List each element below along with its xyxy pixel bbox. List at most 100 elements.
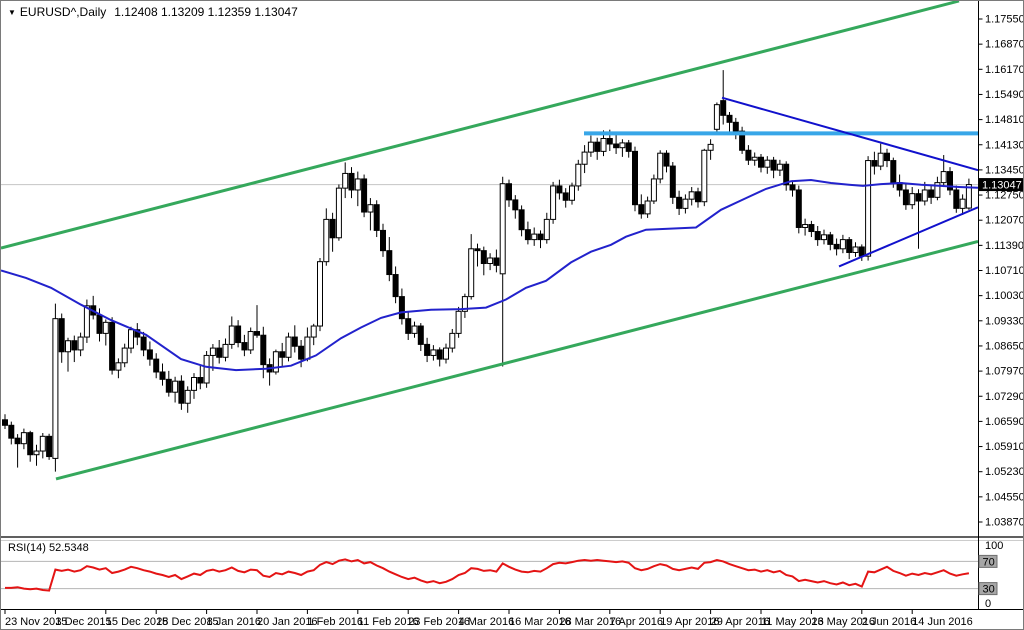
bull-candle-body	[688, 191, 695, 200]
bear-candle-body	[789, 184, 796, 191]
current-price-badge: 1.13047	[979, 178, 1023, 192]
bull-candle-body	[354, 178, 361, 191]
bear-candle-body	[480, 250, 487, 265]
bull-candle-body	[821, 234, 827, 241]
time-axis-label: 3 Dec 2015	[55, 616, 111, 628]
bull-candle-body	[839, 239, 846, 250]
current-price-badge-text: 1.13047	[982, 180, 1022, 192]
bear-candle-body	[165, 378, 172, 393]
rsi-level-badge	[978, 554, 998, 568]
price-axis-label: 1.03870	[985, 517, 1024, 529]
bear-candle-body	[279, 351, 286, 358]
bear-candle-body	[808, 224, 815, 233]
bull-candle-body	[802, 224, 809, 228]
bull-candle-body	[121, 347, 128, 364]
bear-candle-body	[833, 243, 840, 250]
bull-candle-body	[285, 336, 292, 358]
time-axis-label: 2 Jun 2016	[862, 616, 916, 628]
main-chart-area[interactable]	[1, 1, 979, 481]
bull-candle-body	[39, 435, 46, 452]
bull-candle-body	[83, 305, 90, 338]
bear-candle-body	[58, 318, 65, 353]
bear-candle-body	[254, 331, 260, 336]
bear-candle-body	[109, 321, 116, 371]
bull-candle-body	[959, 198, 966, 209]
symbol-name: EURUSD^,Daily	[19, 5, 107, 19]
time-axis-label: 28 Dec 2015	[156, 616, 218, 628]
channel-lower-line[interactable]	[55, 239, 978, 481]
bull-candle-body	[455, 310, 462, 334]
bear-candle-body	[795, 189, 802, 228]
time-axis-label: 8 Jan 2016	[207, 616, 261, 628]
bear-candle-body	[197, 376, 204, 384]
moving-average-line	[1, 178, 978, 372]
bear-candle-body	[953, 189, 960, 209]
bear-candle-body	[726, 114, 733, 123]
bear-candle-body	[676, 196, 683, 209]
bull-candle-body	[228, 325, 235, 345]
bull-candle-body	[310, 325, 317, 338]
bear-candle-body	[695, 191, 701, 203]
bear-candle-body	[392, 274, 399, 298]
time-axis-label: 1 Feb 2016	[307, 616, 363, 628]
bear-candle-body	[562, 192, 569, 201]
bear-candle-body	[14, 437, 21, 445]
rsi-name: RSI(14)	[8, 542, 46, 554]
descending-trendline[interactable]	[721, 96, 978, 172]
bear-candle-body	[178, 380, 185, 404]
price-axis: 1.17550 1.16870 1.16170 1.15490 1.14810 1.141…	[978, 14, 1024, 529]
time-axis-label: 23 Feb 2016	[408, 616, 470, 628]
bull-candle-body	[222, 343, 229, 358]
rsi-scale-bottom: 0	[985, 598, 991, 610]
bear-candle-body	[380, 229, 386, 252]
bear-candle-body	[260, 334, 267, 366]
rsi-chart-area[interactable]	[1, 558, 979, 592]
bear-candle-body	[846, 239, 853, 253]
time-axis-label: 14 Jun 2016	[912, 616, 973, 628]
ascending-trendline[interactable]	[838, 206, 978, 268]
bear-candle-body	[241, 342, 248, 351]
bull-candle-body	[209, 347, 216, 356]
bull-candle-body	[487, 257, 494, 265]
time-axis-label: 28 Mar 2016	[559, 616, 621, 628]
bear-candle-body	[436, 349, 443, 360]
bear-candle-body	[235, 325, 242, 344]
time-axis-label: 11 May 2016	[761, 616, 824, 628]
symbol-header: ▼ EURUSD^,Daily 1.12408 1.13209 1.12359 1.…	[8, 5, 298, 19]
bull-candle-body	[33, 450, 40, 456]
bull-candle-body	[191, 376, 197, 391]
bear-candle-body	[291, 336, 298, 347]
bear-candle-body	[493, 257, 500, 266]
time-axis-label: 23 Nov 2015	[5, 616, 67, 628]
bull-candle-body	[701, 149, 708, 203]
price-axis-label: 1.07290	[985, 391, 1024, 403]
bear-candle-body	[814, 231, 821, 241]
bear-candle-body	[216, 347, 223, 358]
bull-candle-body	[934, 182, 941, 198]
bull-candle-body	[877, 152, 884, 167]
price-axis-label: 1.10030	[985, 290, 1024, 302]
bull-candle-body	[115, 362, 122, 371]
bear-candle-body	[758, 156, 764, 168]
bear-candle-body	[386, 250, 393, 276]
bear-candle-body	[398, 296, 405, 320]
bull-candle-body	[128, 329, 134, 349]
bull-candle-body	[776, 163, 783, 171]
bull-candle-body	[619, 142, 626, 149]
bear-candle-body	[159, 371, 166, 380]
bear-candle-body	[96, 314, 103, 334]
bear-candle-body	[594, 141, 601, 152]
bull-candle-body	[304, 336, 311, 360]
bear-candle-body	[474, 248, 481, 252]
price-axis-label: 1.17550	[985, 14, 1024, 26]
bull-candle-body	[550, 185, 557, 220]
collapse-icon[interactable]: ▼	[8, 8, 16, 17]
bull-candle-body	[335, 187, 342, 239]
channel-upper-line[interactable]	[1, 1, 960, 250]
bull-candle-body	[443, 347, 449, 360]
bear-candle-body	[2, 419, 8, 426]
bull-candle-body	[909, 193, 916, 206]
